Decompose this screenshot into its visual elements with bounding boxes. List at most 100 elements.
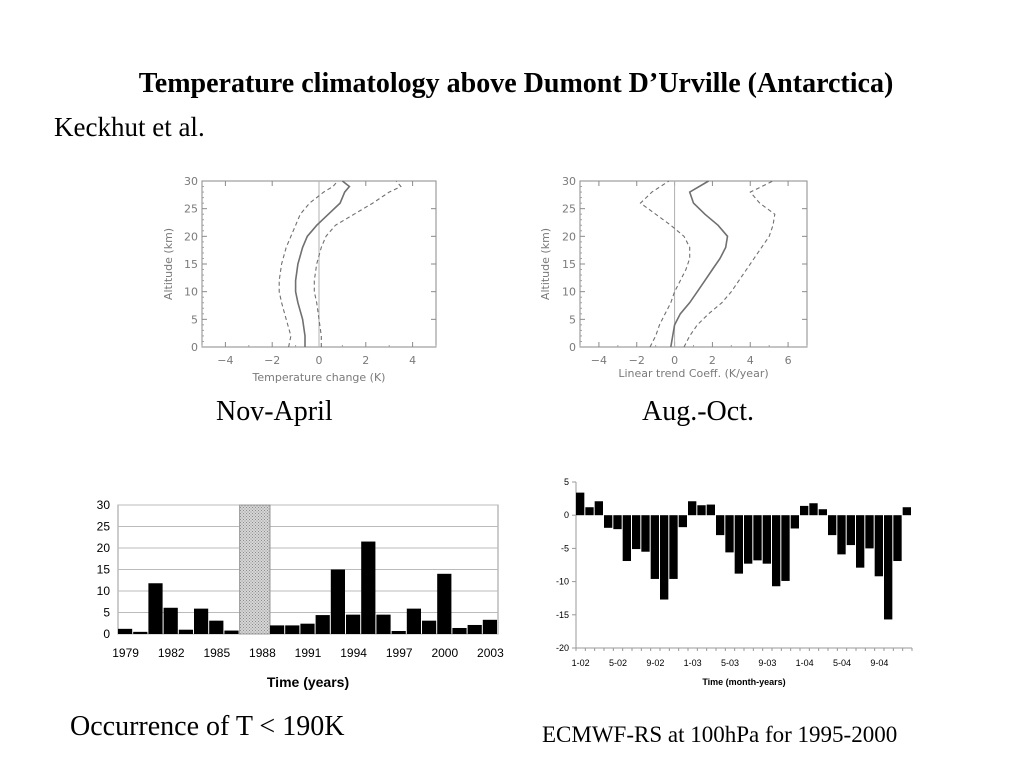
profile-series-2 [639,180,691,348]
y-tick-label: 15 [184,258,198,271]
caption-aug-oct: Aug.-Oct. [642,396,754,427]
x-tick-label: 9-02 [646,658,664,668]
y-tick-label: 20 [184,230,198,243]
x-tick-label: 6 [785,354,792,367]
bar-9 [650,515,659,579]
y-tick-label: -20 [556,643,569,653]
x-tick-label: 0 [671,354,678,367]
bar-31 [856,515,865,568]
bar-33 [874,515,883,577]
bar-27 [818,509,827,516]
y-tick-label: 30 [97,498,111,512]
bar-13 [688,501,697,516]
bar-28 [828,515,837,536]
bar-4 [604,515,613,528]
x-tick-label: 2000 [431,646,458,660]
bar-6 [622,515,631,562]
bar-1999 [422,620,437,634]
bar-25 [800,505,809,516]
x-axis-label: Temperature change (K) [252,371,386,384]
y-tick-label: 30 [562,175,576,188]
caption-occurrence: Occurrence of T < 190K [70,711,345,742]
y-tick-label: -15 [556,610,569,620]
bar-2002 [467,624,482,634]
x-axis-label: Time (years) [267,674,349,690]
bar-8 [641,515,650,552]
bar-12 [678,515,687,528]
y-tick-label: 15 [562,258,576,271]
x-tick-label: 1-03 [684,658,702,668]
y-tick-label: 0 [103,627,110,641]
bar-1980 [133,631,148,634]
bar-1996 [376,614,391,634]
x-tick-label: 1985 [203,646,230,660]
bar-16 [716,515,725,536]
bar-1992 [315,615,330,634]
x-tick-label: 2003 [477,646,504,660]
y-tick-label: 0 [564,510,569,520]
x-tick-label: −4 [217,354,233,367]
bar-1997 [391,630,406,634]
bar-3 [594,501,603,516]
profile-chart-2: 0 5 10 15 20 25 30 −4 −2 0 2 4 6 Linear trend Coeff. … [539,175,808,380]
bar-10 [660,515,669,600]
y-tick-label: 25 [562,203,576,216]
slide-authors: Keckhut et al. [54,112,205,142]
bar-24 [790,515,799,529]
bar-1983 [178,629,193,634]
bar-20 [753,515,762,561]
missing-data-span [239,504,271,635]
x-tick-label: 1-04 [796,658,814,668]
bar-2001 [452,627,467,634]
bar-30 [846,515,855,546]
bar-1998 [406,608,421,634]
bar-17 [725,515,734,553]
x-tick-label: 1997 [386,646,413,660]
bar-1982 [163,607,178,634]
x-tick-label: 5-03 [721,658,739,668]
x-tick-label: 5-04 [833,658,851,668]
bar-1990 [285,625,300,634]
y-tick-label: 5 [564,477,569,487]
x-tick-label: 9-03 [758,658,776,668]
plot-frame [579,180,808,348]
y-tick-label: 20 [562,230,576,243]
x-tick-label: 1988 [249,646,276,660]
y-axis-label: Altitude (km) [539,228,552,300]
bar-35 [893,515,902,562]
x-tick-label: 4 [409,354,416,367]
bar-32 [865,515,874,549]
x-axis-label: Linear trend Coeff. (K/year) [618,367,768,380]
y-tick-label: 25 [97,520,111,534]
bar-1989 [270,625,285,634]
y-axis-label: Altitude (km) [162,228,175,300]
y-tick-label: 25 [184,203,198,216]
bar-1979 [118,628,133,634]
x-tick-label: 9-04 [870,658,888,668]
x-tick-label: 0 [316,354,323,367]
bar-11 [669,515,678,579]
slide-title: Temperature climatology above Dumont D’U… [138,68,894,99]
bar-1 [576,492,585,516]
y-tick-label: 0 [191,341,198,354]
x-tick-label: −4 [591,354,607,367]
profile-series-2 [278,180,339,348]
y-tick-label: -10 [556,577,569,587]
bar-22 [772,515,781,587]
x-tick-label: 5-02 [609,658,627,668]
bar-14 [697,505,706,516]
x-tick-label: 4 [747,354,754,367]
ecmwf-chart: -20 -15 -10 -5 0 5 1-02 5-02 9-02 1-03 5-03 9-03 1-0… [556,477,913,687]
bar-2000 [437,573,452,634]
x-tick-label: 1994 [340,646,367,660]
bar-1986 [224,630,239,634]
y-tick-label: 30 [184,175,198,188]
bar-21 [762,515,771,564]
profile-series-3 [683,180,776,348]
bar-1984 [194,608,209,634]
x-tick-label: 1982 [158,646,185,660]
y-tick-label: 5 [191,313,198,326]
bar-36 [902,507,911,516]
x-tick-label: 2 [362,354,369,367]
